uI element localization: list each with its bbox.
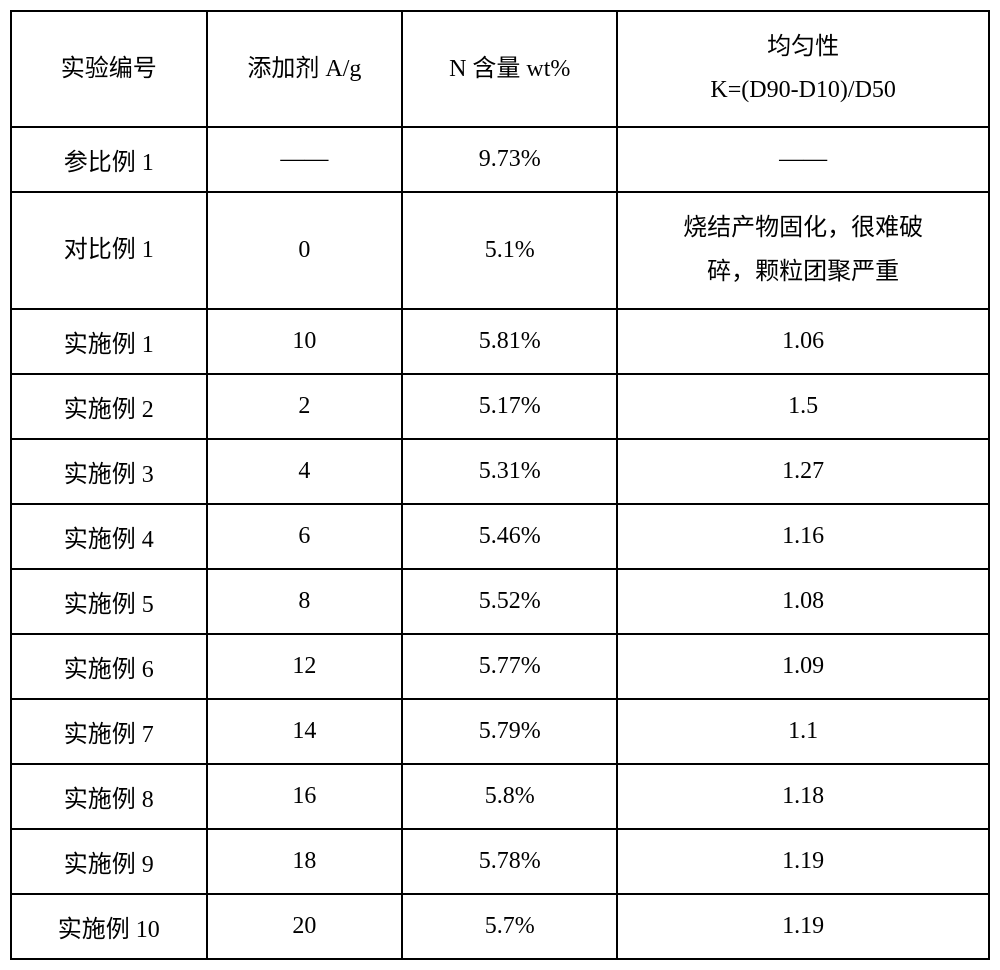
table-row: 对比例 105.1%烧结产物固化，很难破碎，颗粒团聚严重	[11, 192, 989, 308]
table-row: 实施例 225.17%1.5	[11, 374, 989, 439]
table-row: 实施例 465.46%1.16	[11, 504, 989, 569]
cell-n-content: 5.8%	[402, 764, 617, 829]
table-body: 参比例 1——9.73%——对比例 105.1%烧结产物固化，很难破碎，颗粒团聚…	[11, 127, 989, 958]
cell-experiment-number: 实施例 1	[11, 309, 207, 374]
cell-uniformity: 1.1	[617, 699, 989, 764]
cell-additive: ——	[207, 127, 403, 192]
table-row: 实施例 6125.77%1.09	[11, 634, 989, 699]
table-row: 实施例 7145.79%1.1	[11, 699, 989, 764]
table-row: 实施例 10205.7%1.19	[11, 894, 989, 959]
cell-n-content: 5.7%	[402, 894, 617, 959]
table-row: 实施例 8165.8%1.18	[11, 764, 989, 829]
header-uniformity-line2: K=(D90-D10)/D50	[710, 77, 896, 103]
header-uniformity-line1: 均匀性	[767, 34, 839, 60]
cell-additive: 16	[207, 764, 403, 829]
cell-n-content: 5.1%	[402, 192, 617, 308]
cell-uniformity: 1.18	[617, 764, 989, 829]
cell-experiment-number: 实施例 3	[11, 439, 207, 504]
cell-additive: 10	[207, 309, 403, 374]
cell-experiment-number: 实施例 5	[11, 569, 207, 634]
cell-uniformity-line1: 烧结产物固化，很难破	[683, 215, 923, 241]
cell-experiment-number: 实施例 10	[11, 894, 207, 959]
header-additive: 添加剂 A/g	[207, 11, 403, 127]
cell-uniformity: 1.08	[617, 569, 989, 634]
cell-experiment-number: 对比例 1	[11, 192, 207, 308]
cell-n-content: 9.73%	[402, 127, 617, 192]
cell-uniformity: 1.5	[617, 374, 989, 439]
header-uniformity: 均匀性 K=(D90-D10)/D50	[617, 11, 989, 127]
cell-n-content: 5.81%	[402, 309, 617, 374]
cell-uniformity: 烧结产物固化，很难破碎，颗粒团聚严重	[617, 192, 989, 308]
cell-n-content: 5.31%	[402, 439, 617, 504]
table-row: 实施例 9185.78%1.19	[11, 829, 989, 894]
cell-experiment-number: 实施例 9	[11, 829, 207, 894]
cell-experiment-number: 实施例 7	[11, 699, 207, 764]
table-row: 实施例 345.31%1.27	[11, 439, 989, 504]
cell-additive: 20	[207, 894, 403, 959]
cell-experiment-number: 实施例 6	[11, 634, 207, 699]
cell-uniformity: 1.19	[617, 894, 989, 959]
cell-additive: 4	[207, 439, 403, 504]
cell-additive: 12	[207, 634, 403, 699]
table-row: 实施例 585.52%1.08	[11, 569, 989, 634]
cell-uniformity: 1.19	[617, 829, 989, 894]
cell-n-content: 5.77%	[402, 634, 617, 699]
header-n-content: N 含量 wt%	[402, 11, 617, 127]
cell-uniformity: 1.06	[617, 309, 989, 374]
cell-n-content: 5.52%	[402, 569, 617, 634]
cell-additive: 18	[207, 829, 403, 894]
header-experiment-number: 实验编号	[11, 11, 207, 127]
cell-n-content: 5.79%	[402, 699, 617, 764]
cell-n-content: 5.46%	[402, 504, 617, 569]
cell-n-content: 5.78%	[402, 829, 617, 894]
cell-additive: 6	[207, 504, 403, 569]
cell-experiment-number: 实施例 8	[11, 764, 207, 829]
cell-additive: 14	[207, 699, 403, 764]
cell-experiment-number: 实施例 2	[11, 374, 207, 439]
cell-additive: 2	[207, 374, 403, 439]
cell-uniformity: 1.09	[617, 634, 989, 699]
cell-additive: 0	[207, 192, 403, 308]
cell-additive: 8	[207, 569, 403, 634]
table-header-row: 实验编号 添加剂 A/g N 含量 wt% 均匀性 K=(D90-D10)/D5…	[11, 11, 989, 127]
table-row: 实施例 1105.81%1.06	[11, 309, 989, 374]
cell-uniformity: ——	[617, 127, 989, 192]
cell-uniformity: 1.27	[617, 439, 989, 504]
cell-uniformity-line2: 碎，颗粒团聚严重	[707, 259, 899, 285]
cell-uniformity: 1.16	[617, 504, 989, 569]
data-table: 实验编号 添加剂 A/g N 含量 wt% 均匀性 K=(D90-D10)/D5…	[10, 10, 990, 960]
cell-experiment-number: 参比例 1	[11, 127, 207, 192]
cell-experiment-number: 实施例 4	[11, 504, 207, 569]
table-row: 参比例 1——9.73%——	[11, 127, 989, 192]
cell-n-content: 5.17%	[402, 374, 617, 439]
